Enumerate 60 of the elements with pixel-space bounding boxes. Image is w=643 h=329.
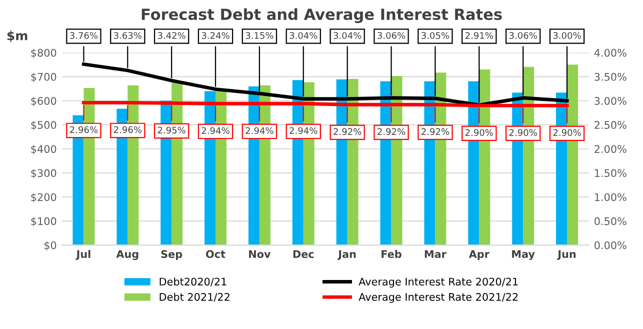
- y2-tick-label: 2.00%: [594, 145, 626, 153]
- y2-tick-label: 2.50%: [594, 121, 626, 129]
- data-label: 3.76%: [70, 32, 98, 39]
- legend-label: Average Interest Rate 2021/22: [358, 292, 518, 303]
- data-label: 3.24%: [202, 32, 230, 39]
- data-label: 2.96%: [70, 126, 98, 134]
- data-label: 3.06%: [378, 32, 406, 39]
- x-tick-label: Mar: [424, 250, 446, 258]
- legend-label: Debt 2021/22: [160, 292, 230, 302]
- y-tick-label: $800: [31, 48, 56, 58]
- x-tick-label: Feb: [382, 250, 402, 258]
- data-label: 2.94%: [202, 127, 230, 134]
- data-label: 2.94%: [290, 127, 318, 134]
- data-label: 2.96%: [114, 126, 142, 134]
- x-tick-label: Jan: [338, 250, 356, 260]
- chart-title: Forecast Debt and Average Interest Rates: [142, 8, 502, 24]
- y-tick-label: $500: [31, 120, 56, 130]
- legend-label: Average Interest Rate 2020/21: [358, 278, 518, 288]
- y2-tick-label: 3.50%: [594, 72, 626, 81]
- y-tick-label: $200: [31, 193, 56, 202]
- y2-tick-label: 3.00%: [594, 96, 626, 105]
- data-label: 3.42%: [158, 32, 186, 39]
- y-tick-label: $300: [31, 168, 56, 178]
- y-tick-label: $700: [31, 72, 56, 82]
- x-tick-label: Nov: [249, 250, 271, 258]
- x-tick-label: Sep: [161, 250, 182, 260]
- y-tick-label: $0: [44, 241, 56, 251]
- data-label: 3.63%: [114, 32, 142, 39]
- x-tick-label: Jun: [557, 250, 576, 260]
- x-tick-label: Apr: [468, 250, 490, 260]
- data-label: 2.90%: [553, 129, 581, 136]
- data-label: 2.92%: [334, 128, 362, 136]
- data-label: 3.05%: [422, 32, 450, 39]
- y2-tick-label: 4.00%: [594, 48, 626, 57]
- legend-label: Debt2020/21: [160, 278, 226, 286]
- data-label: 2.90%: [465, 129, 493, 136]
- data-label: 2.92%: [422, 128, 450, 136]
- data-label: 3.04%: [334, 32, 362, 39]
- data-label: 2.91%: [465, 32, 493, 39]
- y-tick-label: $600: [31, 96, 56, 106]
- y2-tick-label: 1.00%: [594, 193, 626, 202]
- y-axis-title: $m: [7, 30, 28, 42]
- y-tick-label: $100: [31, 217, 56, 227]
- data-label: 3.00%: [553, 32, 581, 39]
- y2-tick-label: 0.50%: [594, 217, 626, 226]
- x-tick-label: May: [512, 250, 535, 260]
- x-tick-label: Jul: [76, 250, 90, 260]
- y2-tick-label: 0.00%: [594, 241, 626, 250]
- data-label: 2.95%: [158, 126, 186, 134]
- x-tick-label: Aug: [116, 250, 138, 260]
- y2-tick-label: 1.50%: [594, 169, 626, 178]
- y-tick-label: $400: [31, 144, 56, 154]
- data-label: 3.06%: [509, 32, 537, 39]
- data-label: 2.94%: [246, 127, 274, 134]
- data-label: 3.15%: [246, 32, 274, 39]
- data-label: 2.90%: [509, 129, 537, 136]
- data-label: 2.92%: [378, 128, 406, 136]
- data-label: 3.04%: [290, 32, 318, 39]
- x-tick-label: Oct: [206, 250, 226, 258]
- x-tick-label: Dec: [293, 250, 314, 258]
